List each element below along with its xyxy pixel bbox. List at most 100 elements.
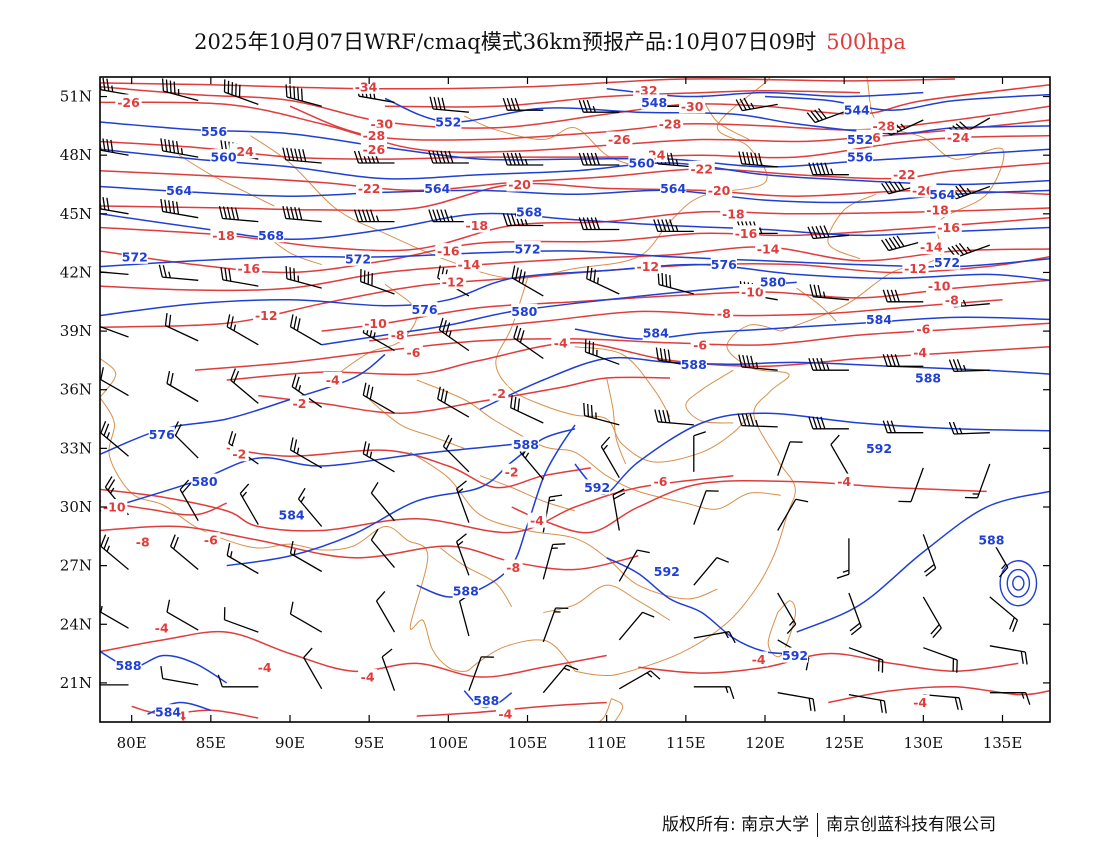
y-tick-label: 24N [60,615,92,633]
contour-label-bg [235,260,262,276]
contour-label: -4 [155,621,169,636]
contour-label: -20 [508,177,531,192]
contour-label: 576 [412,302,438,317]
contour-label: 580 [511,304,537,319]
contour-label: 568 [258,228,284,243]
contour-label: -4 [361,670,375,685]
contour-label: -4 [326,372,340,387]
contour-label-bg [926,278,953,294]
contour-label-bg [323,371,343,387]
boundary-line [178,154,275,207]
contour-label: 576 [711,257,737,272]
wind-barb [618,549,650,582]
wind-barb [693,631,736,644]
contour-label: -20 [912,183,935,198]
contour-label-bg [290,395,309,411]
contour-label-bg [514,241,541,256]
x-tick-label: 110E [587,734,627,752]
boundary-line [767,600,796,658]
contour-label-bg [913,321,933,337]
temperature-contour [638,652,1019,674]
wind-barb [160,198,199,219]
contour-label-bg [388,327,408,342]
footer: 版权所有: 南京大学 南京创蓝科技有限公司 [662,810,996,837]
height-contour [100,212,1050,240]
contour-label: 556 [201,124,227,139]
contour-label: -6 [654,474,668,489]
contour-label: -10 [928,279,951,294]
x-tick-label: 130E [904,734,944,752]
contour-label-bg [435,242,462,258]
wind-barb [578,217,620,231]
boundary-line [416,379,781,510]
contour-label-bg [210,227,237,243]
x-tick-label: 80E [117,734,147,752]
contour-label-bg [749,651,769,667]
wind-barb [172,421,199,459]
contour-label: -22 [690,161,713,176]
contour-label-bg [902,260,929,276]
contour-label: 588 [115,658,141,673]
wind-barb [362,382,395,414]
wind-barb [442,434,470,473]
height-contour [100,353,386,455]
contour-label-bg [512,436,540,452]
wind-barb [964,463,991,499]
contour-label-bg [551,334,571,350]
contour-label: -34 [355,79,378,94]
contour-label-bg [201,532,221,548]
contour-label: 560 [628,156,654,171]
wind-barb [948,421,990,435]
x-tick-label: 120E [745,734,785,752]
contour-label: -22 [358,181,381,196]
contour-label: 564 [166,183,192,198]
contour-label: 588 [473,693,499,708]
contour-label-bg [633,82,660,98]
contour-label: -2 [492,386,506,401]
temperature-contour [100,474,734,534]
contour-label-bg [133,534,153,550]
y-tick-label: 45N [60,205,92,223]
wind-barb [166,599,199,631]
contour-label: 588 [681,357,707,372]
contour-label: -24 [947,130,970,145]
contour-label-bg [606,131,633,147]
y-tick-label: 30N [60,498,92,516]
contour-label: -8 [136,535,150,550]
wind-barb [989,596,1019,633]
contour-label: -16 [735,226,758,241]
contour-label: -4 [530,513,544,528]
contour-label-bg [891,166,918,182]
contour-label: 548 [641,95,667,110]
wind-barb [289,601,323,633]
boundary-line [796,287,837,322]
contour-label: 584 [866,312,892,327]
contour-label-bg [154,704,182,720]
contour-label: -10 [364,316,387,331]
wind-barb [808,416,849,430]
contour-label: 552 [847,132,873,147]
wind-barb [158,264,199,281]
contour-label-bg [344,250,372,266]
wind-barb [468,656,494,691]
contour-label-bg [455,256,483,272]
wind-barb [289,540,323,573]
wind-barb [455,533,470,576]
wind-barb [807,225,849,240]
contour-label-bg [634,258,661,274]
wind-barb [437,386,470,418]
height-contour [764,93,1050,111]
contour-label-bg [360,127,388,143]
height-ring [1012,575,1025,591]
contour-label: -22 [893,167,916,182]
x-tick-label: 115E [666,734,706,752]
contour-label-bg [924,201,951,217]
contour-label: -26 [363,142,386,157]
y-tick-label: 42N [60,263,92,281]
contour-label-bg [653,563,680,579]
temperature-contour [369,299,1003,342]
wind-barb [428,209,469,223]
boundary-line [685,369,734,424]
wind-barb [542,543,566,580]
contour-label-bg [942,291,962,307]
